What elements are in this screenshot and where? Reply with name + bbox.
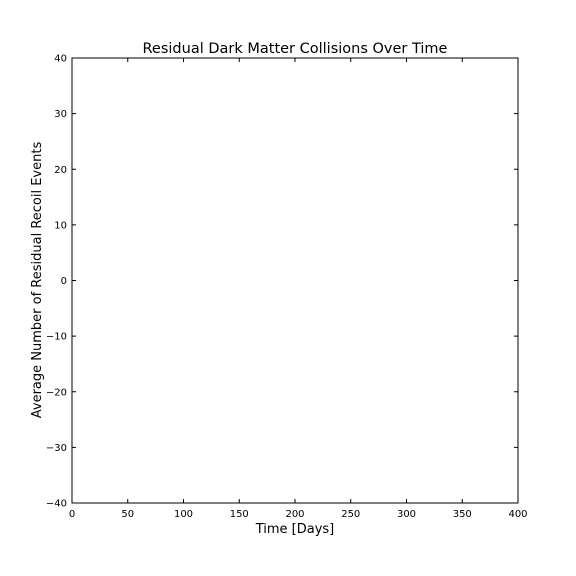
x-tick-label: 300 <box>397 509 416 520</box>
y-tick-label: 30 <box>54 109 67 120</box>
y-tick-label: −30 <box>46 443 67 454</box>
x-tick-label: 150 <box>230 509 249 520</box>
y-axis-label: Average Number of Residual Recoil Events <box>30 142 45 419</box>
x-tick-label: 200 <box>285 509 304 520</box>
y-tick-label: −20 <box>46 387 67 398</box>
y-axis: −40 −30 −20 −10 0 10 20 30 40 <box>46 54 518 510</box>
x-tick-label: 50 <box>121 509 134 520</box>
y-tick-label: 40 <box>54 54 67 65</box>
x-tick-label: 100 <box>174 509 193 520</box>
x-axis: 0 50 100 150 200 250 300 350 400 <box>69 58 528 520</box>
y-tick-label: −10 <box>46 332 67 343</box>
chart-title: Residual Dark Matter Collisions Over Tim… <box>143 41 448 57</box>
x-tick-label: 350 <box>453 509 472 520</box>
x-axis-label: Time [Days] <box>255 522 335 537</box>
x-tick-label: 0 <box>69 509 75 520</box>
x-tick-label: 400 <box>508 509 527 520</box>
y-tick-label: 0 <box>61 276 67 287</box>
y-tick-label: −40 <box>46 499 67 510</box>
x-tick-label: 250 <box>341 509 360 520</box>
y-tick-label: 20 <box>54 165 67 176</box>
y-tick-label: 10 <box>54 220 67 231</box>
